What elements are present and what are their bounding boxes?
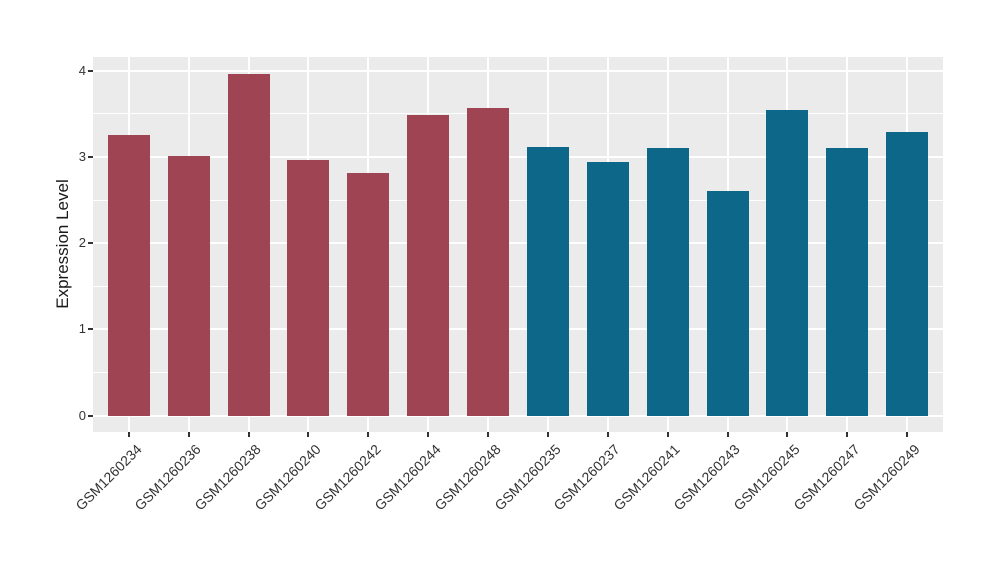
y-tick-mark <box>88 69 93 72</box>
x-tick-mark <box>367 432 370 437</box>
bar-GSM1260243 <box>706 190 749 416</box>
x-tick-mark <box>127 432 130 437</box>
y-axis-title: Expression Level <box>53 179 72 309</box>
y-tick-label: 3 <box>78 149 86 164</box>
x-tick-mark <box>487 432 490 437</box>
plot-panel <box>93 57 943 432</box>
bar-GSM1260241 <box>646 148 689 416</box>
y-gridline-major <box>93 328 943 331</box>
bar-GSM1260236 <box>167 156 210 416</box>
y-tick-label: 2 <box>78 235 86 251</box>
bar-GSM1260248 <box>467 107 510 416</box>
y-tick-mark <box>88 242 93 245</box>
y-gridline-major <box>93 156 943 158</box>
y-gridline-major <box>93 69 943 72</box>
y-tick-label: 1 <box>78 321 86 337</box>
x-tick-mark <box>427 432 430 437</box>
y-gridline-minor <box>93 199 943 201</box>
y-gridline-major <box>93 242 943 245</box>
bar-GSM1260234 <box>107 134 150 416</box>
x-tick-mark <box>307 432 310 437</box>
y-tick-label: 0 <box>78 407 86 423</box>
bar-GSM1260238 <box>227 74 270 416</box>
x-tick-mark <box>726 432 729 437</box>
y-tick-label: 4 <box>78 62 86 78</box>
y-gridline-minor <box>93 372 943 374</box>
x-tick-mark <box>666 432 669 437</box>
x-tick-mark <box>546 432 549 437</box>
y-gridline-major <box>93 414 943 417</box>
bar-GSM1260244 <box>407 114 450 416</box>
x-tick-mark <box>846 432 849 437</box>
x-tick-mark <box>786 432 789 437</box>
bar-GSM1260247 <box>826 147 869 416</box>
x-tick-mark <box>606 432 609 437</box>
bar-GSM1260240 <box>287 159 330 416</box>
x-tick-mark <box>187 432 190 437</box>
bar-GSM1260245 <box>766 110 809 416</box>
bar-GSM1260249 <box>886 132 929 416</box>
x-tick-mark <box>247 432 250 437</box>
y-gridline-minor <box>93 285 943 287</box>
y-tick-mark <box>88 156 93 158</box>
x-tick-mark <box>906 432 909 437</box>
bar-GSM1260237 <box>586 162 629 416</box>
bar-GSM1260235 <box>526 146 569 416</box>
y-gridline-minor <box>93 113 943 115</box>
bar-GSM1260242 <box>347 173 390 416</box>
y-tick-mark <box>88 328 93 331</box>
y-tick-mark <box>88 414 93 417</box>
